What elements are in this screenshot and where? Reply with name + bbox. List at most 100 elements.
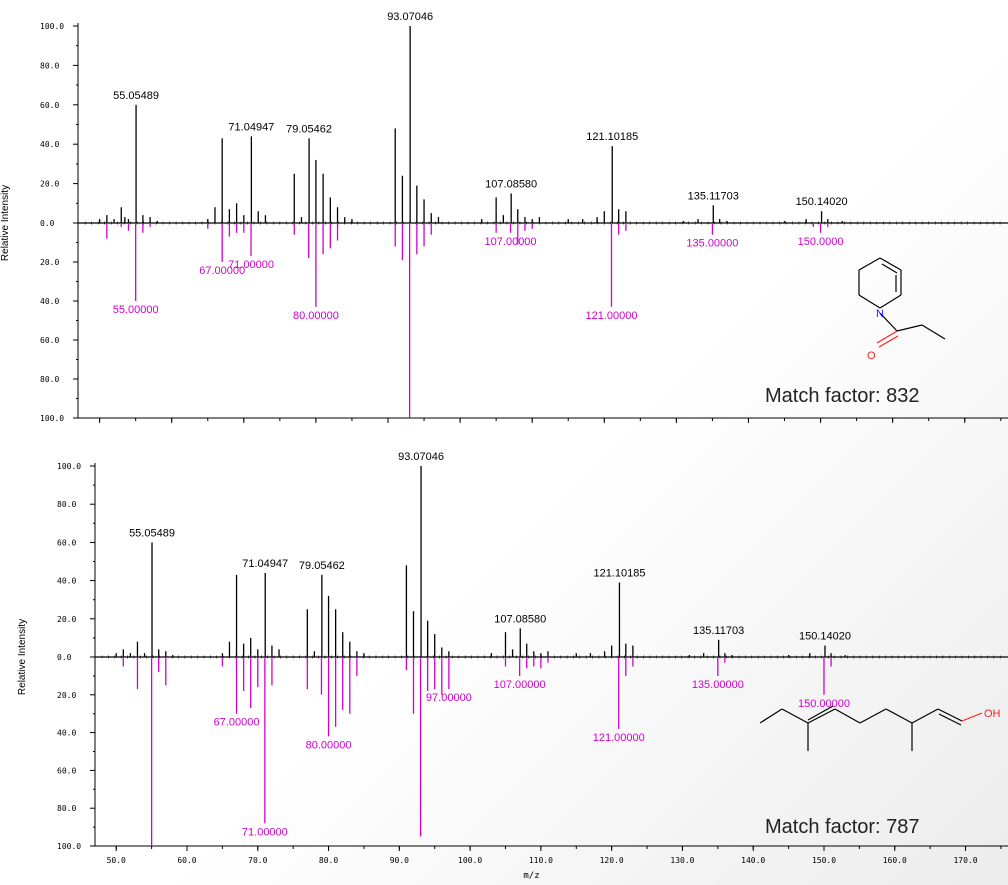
peak-label: 97.00000 [426,692,472,704]
bond [781,708,809,724]
x-tick-label: 160.0 [883,856,907,865]
peak-label: 71.04947 [242,558,288,570]
bond [921,324,946,340]
y-tick-label: 0.0 [57,653,72,662]
bond [807,708,836,724]
x-tick-label: 170.0 [953,856,977,865]
peak-label: 121.00000 [593,732,645,744]
structure-2-icon: OH [759,705,1001,751]
y-tick-label: 60.0 [57,538,76,547]
peak-label: 93.07046 [398,451,444,463]
peak-label: 135.00000 [686,238,738,250]
peak-label: 135.11703 [688,190,739,202]
x-tick-label: 150.0 [812,856,836,865]
y-tick-label: 60.0 [40,101,59,110]
bond [759,708,783,724]
x-tick-label: 110.0 [529,856,553,865]
y-tick-label: 100.0 [57,462,81,471]
y-tick-label: 60.0 [57,766,76,775]
peak-label: 71.04947 [228,121,274,133]
y-axis-label: Relative Intensity [17,619,28,695]
peak-label: 55.00000 [113,304,159,316]
peak-label: 93.07046 [387,11,433,23]
bond [858,294,881,309]
spectrum-panel-2: 100.0 80.0 60.0 40.0 20.0 0.0 20.0 40.0 60.0 80.0… [17,451,1008,881]
bond [885,708,913,724]
y-tick-label: 60.0 [40,336,59,345]
y-tick-label: 0.0 [40,219,55,228]
x-tick-label: 70.0 [248,856,267,865]
bond [807,705,834,721]
x-tick-label: 60.0 [177,856,196,865]
peak-label: 71.00000 [242,826,288,838]
peak-label: 80.00000 [293,310,339,322]
peak-label: 150.14020 [799,631,851,643]
y-tick-label: 80.0 [57,500,76,509]
peak-label: 55.05489 [113,90,159,102]
peak-label: 71.00000 [228,259,274,271]
peak-label: 135.11703 [693,625,744,637]
bond [896,324,923,332]
y-tick-label: 20.0 [57,615,76,624]
bond [937,708,963,722]
atom-label-OH: OH [984,708,1001,720]
x-tick-label: 130.0 [670,856,694,865]
atom-label-O: O [867,350,876,362]
peak-label: 150.14020 [796,196,848,208]
y-tick-label: 40.0 [57,729,76,738]
match-factor-label: Match factor: 832 [765,385,920,407]
peak-label: 107.08580 [485,178,537,190]
bond [859,708,887,724]
bond [834,708,861,724]
x-tick-label: 100.0 [458,856,482,865]
y-tick-label: 20.0 [40,180,59,189]
y-tick-label: 20.0 [57,691,76,700]
bond [858,257,881,271]
bond [879,257,902,271]
peak-label: 67.00000 [199,265,245,277]
y-tick-label: 40.0 [40,297,59,306]
y-tick-label: 80.0 [57,804,76,813]
peak-label: 55.05489 [129,527,175,539]
bond [881,263,898,274]
bond [911,708,939,724]
peak-label: 121.10185 [593,568,645,580]
bond [879,312,898,332]
x-axis-label: m/z [523,871,539,881]
y-tick-label: 40.0 [57,577,76,586]
x-tick-label: 120.0 [600,856,624,865]
peak-label: 80.00000 [306,739,352,751]
structure-1-icon: NO [858,257,946,362]
peak-label: 79.05462 [299,560,345,572]
match-factor-label: Match factor: 787 [765,816,920,838]
y-tick-label: 80.0 [40,61,59,70]
y-tick-label: 80.0 [40,375,59,384]
x-tick-label: 80.0 [319,856,338,865]
peak-label: 107.08580 [494,613,546,625]
bond [878,335,899,348]
peak-label: 107.00000 [485,236,537,248]
peak-label: 135.00000 [692,679,744,691]
y-tick-label: 100.0 [57,842,81,851]
spectrum-panel-1: 100.0 80.0 60.0 40.0 20.0 0.0 20.0 40.0 60.0 80.0… [0,11,1008,423]
peak-label: 121.00000 [585,310,637,322]
y-tick-label: 100.0 [40,22,64,31]
y-axis-label: Relative Intensity [0,185,11,261]
y-tick-label: 40.0 [40,140,59,149]
peak-label: 150.00000 [798,698,850,710]
x-tick-label: 50.0 [107,856,126,865]
peak-label: 67.00000 [214,717,260,729]
bond [879,294,902,309]
x-tick-label: 90.0 [390,856,409,865]
peak-label: 121.10185 [586,131,638,143]
bond [961,712,983,722]
x-tick-label: 140.0 [741,856,765,865]
atom-label-N: N [876,308,884,320]
y-tick-label: 100.0 [40,414,64,423]
peak-label: 107.00000 [494,679,546,691]
bond [876,330,898,344]
bond [938,713,962,726]
peak-label: 79.05462 [286,123,332,135]
y-tick-label: 20.0 [40,258,59,267]
